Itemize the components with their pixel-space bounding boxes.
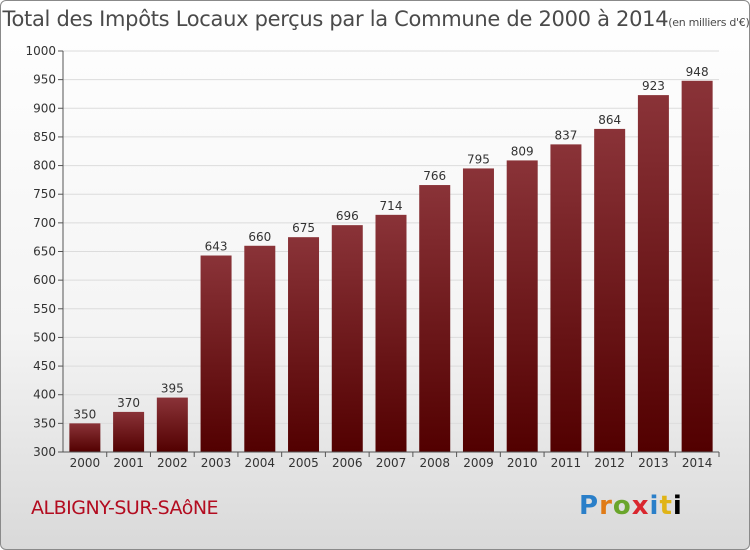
bar <box>69 423 101 452</box>
x-tick-label: 2011 <box>551 456 582 470</box>
logo-letter: i <box>672 491 683 521</box>
x-tick-label: 2008 <box>419 456 450 470</box>
y-tick-label: 750 <box>33 187 56 201</box>
logo-letter: r <box>599 491 613 521</box>
x-tick-label: 2001 <box>113 456 144 470</box>
x-tick-label: 2003 <box>201 456 232 470</box>
title-main: Total des Impôts Locaux perçus par la Co… <box>2 7 669 31</box>
bar <box>244 245 276 452</box>
bar-value-label: 809 <box>511 144 534 158</box>
x-tick-label: 2004 <box>245 456 276 470</box>
proxiti-logo: Proxiti <box>579 491 683 521</box>
bar <box>288 237 320 452</box>
bar-value-label: 795 <box>467 152 490 166</box>
bar <box>681 80 713 452</box>
bar-value-label: 837 <box>554 128 577 142</box>
y-tick-label: 700 <box>33 216 56 230</box>
x-tick-label: 2010 <box>507 456 538 470</box>
y-tick-label: 800 <box>33 159 56 173</box>
y-tick-label: 600 <box>33 273 56 287</box>
x-axis: 2000 2001 2002 2003 2004 2005 2006 2007 2008 2009… <box>63 451 720 470</box>
bar-value-label: 660 <box>248 230 271 244</box>
y-tick-label: 350 <box>33 416 56 430</box>
bar-value-label: 675 <box>292 221 315 235</box>
x-tick-label: 2007 <box>376 456 407 470</box>
y-tick-label: 300 <box>33 445 56 459</box>
bar <box>506 160 538 452</box>
logo-letter: o <box>612 491 632 521</box>
x-tick-label: 2012 <box>594 456 625 470</box>
y-tick-label: 1000 <box>25 44 56 58</box>
logo-letter: t <box>659 491 673 521</box>
y-tick-label: 450 <box>33 359 56 373</box>
y-tick-label: 550 <box>33 302 56 316</box>
bar <box>462 168 494 452</box>
y-tick-label: 900 <box>33 101 56 115</box>
bar <box>419 185 451 452</box>
bar-value-label: 370 <box>117 396 140 410</box>
bar-value-label: 948 <box>686 65 709 79</box>
bar-value-label: 643 <box>205 240 228 254</box>
bars: 350 370 395 643 660 675 696 714 766 795 809 837 864 9… <box>69 65 713 453</box>
bar-value-label: 864 <box>598 113 621 127</box>
bar <box>594 128 626 452</box>
y-tick-label: 500 <box>33 330 56 344</box>
y-tick-label: 950 <box>33 73 56 87</box>
x-tick-label: 2000 <box>70 456 101 470</box>
x-tick-label: 2006 <box>332 456 363 470</box>
x-tick-label: 2005 <box>288 456 319 470</box>
bar <box>637 95 669 453</box>
bar <box>375 214 407 452</box>
logo-letter: i <box>649 491 660 521</box>
bar <box>200 255 232 452</box>
bar-value-label: 923 <box>642 79 665 93</box>
bar <box>156 397 188 452</box>
y-axis: 300 350 400 450 500 550 600 650 700 750 800 850 900 9… <box>25 44 64 459</box>
y-tick-label: 650 <box>33 245 56 259</box>
logo-letter: x <box>631 491 650 521</box>
title-unit: (en milliers d'€) <box>668 16 750 29</box>
bar <box>113 411 145 452</box>
x-tick-label: 2013 <box>638 456 669 470</box>
bar-value-label: 714 <box>380 199 403 213</box>
bar-value-label: 350 <box>73 407 96 421</box>
commune-name: ALBIGNY-SUR-SAôNE <box>31 497 219 519</box>
y-tick-label: 400 <box>33 388 56 402</box>
x-tick-label: 2009 <box>463 456 494 470</box>
x-tick-label: 2002 <box>157 456 188 470</box>
bar-value-label: 395 <box>161 382 184 396</box>
logo-letter: P <box>579 491 600 521</box>
bar <box>550 144 582 452</box>
x-tick-label: 2014 <box>682 456 713 470</box>
bar <box>331 225 363 452</box>
y-tick-label: 850 <box>33 130 56 144</box>
chart-title: Total des Impôts Locaux perçus par la Co… <box>1 7 750 31</box>
bar-value-label: 766 <box>423 169 446 183</box>
bar-value-label: 696 <box>336 209 359 223</box>
